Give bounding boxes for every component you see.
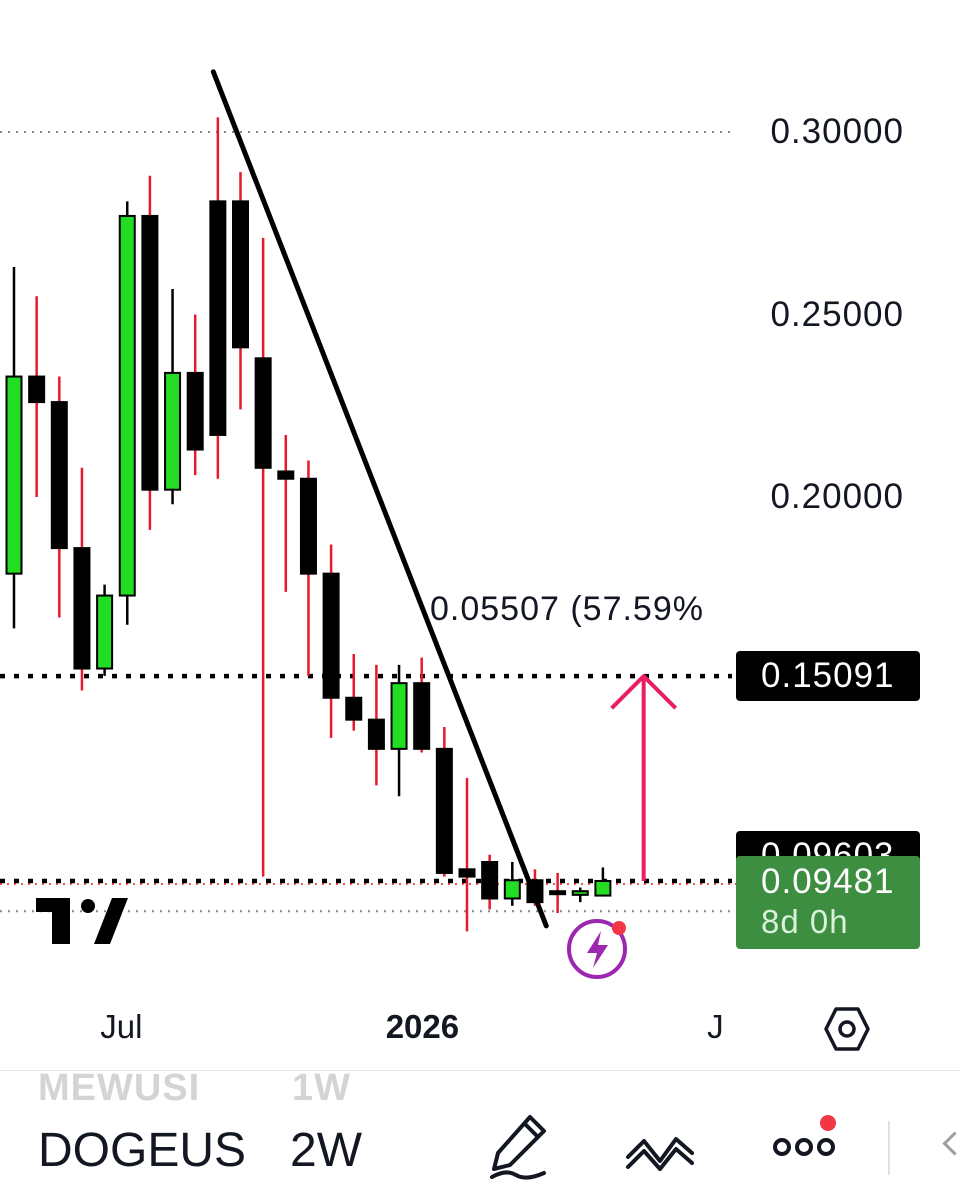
candle-body [481,861,499,900]
bottom-toolbar: MEWUSI 1W DOGEUS 2W [0,1067,960,1182]
candle-body [322,572,340,699]
candle-body [367,718,385,750]
candle-body [209,200,227,436]
previous-interval[interactable]: 1W [292,1067,351,1109]
candle-body [164,371,182,491]
trendline [210,69,549,929]
indicators-wave-icon[interactable] [624,1127,696,1171]
candle-body [186,371,204,451]
price-tag: 0.15091 [736,651,920,702]
settings-hex-icon[interactable] [824,1006,870,1052]
price-chart[interactable] [0,0,960,1070]
y-tick-label: 0.25000 [770,294,904,334]
candle-body [503,879,521,900]
candle-body [458,868,476,878]
x-axis-label: Jul [100,1008,143,1045]
candle-body [96,594,114,670]
candle-body [118,214,136,597]
candle-body [277,470,295,480]
candle-body [571,890,589,896]
more-dots-icon[interactable] [770,1111,846,1161]
candle-body [594,879,612,897]
y-tick-label: 0.30000 [770,112,904,151]
last-price-tag: 0.09481 8d 0h [736,856,920,949]
candle-body [413,682,431,750]
lightning-icon[interactable] [566,916,632,982]
measure-arrow-head [610,674,678,710]
candle-body [390,682,408,750]
tradingview-logo [36,898,128,944]
candle-body [141,214,159,491]
last-price: 0.09481 [761,862,895,901]
symbol-button[interactable]: DOGEUS [38,1124,247,1177]
measure-label: 0.05507 (57.59% [430,590,704,628]
candle-body [299,477,317,575]
pencil-icon[interactable] [486,1111,552,1181]
previous-symbol[interactable]: MEWUSI [38,1067,201,1109]
candle-body [435,747,453,874]
toolbar-divider [888,1121,890,1175]
candle-body [28,375,46,404]
candle-body [5,375,23,575]
chevron-left-icon[interactable] [942,1131,960,1156]
candle-body [254,357,272,469]
candle-body [232,200,249,349]
interval-button[interactable]: 2W [290,1124,362,1177]
bar-countdown: 8d 0h [761,903,849,940]
y-tick-label: 0.20000 [770,477,904,516]
candle-body [73,547,91,670]
candle-body [345,696,363,721]
x-axis-label: J [707,1008,724,1045]
x-axis-label: 2026 [385,1008,460,1045]
candle-body [50,401,68,550]
candle-body [549,890,567,896]
